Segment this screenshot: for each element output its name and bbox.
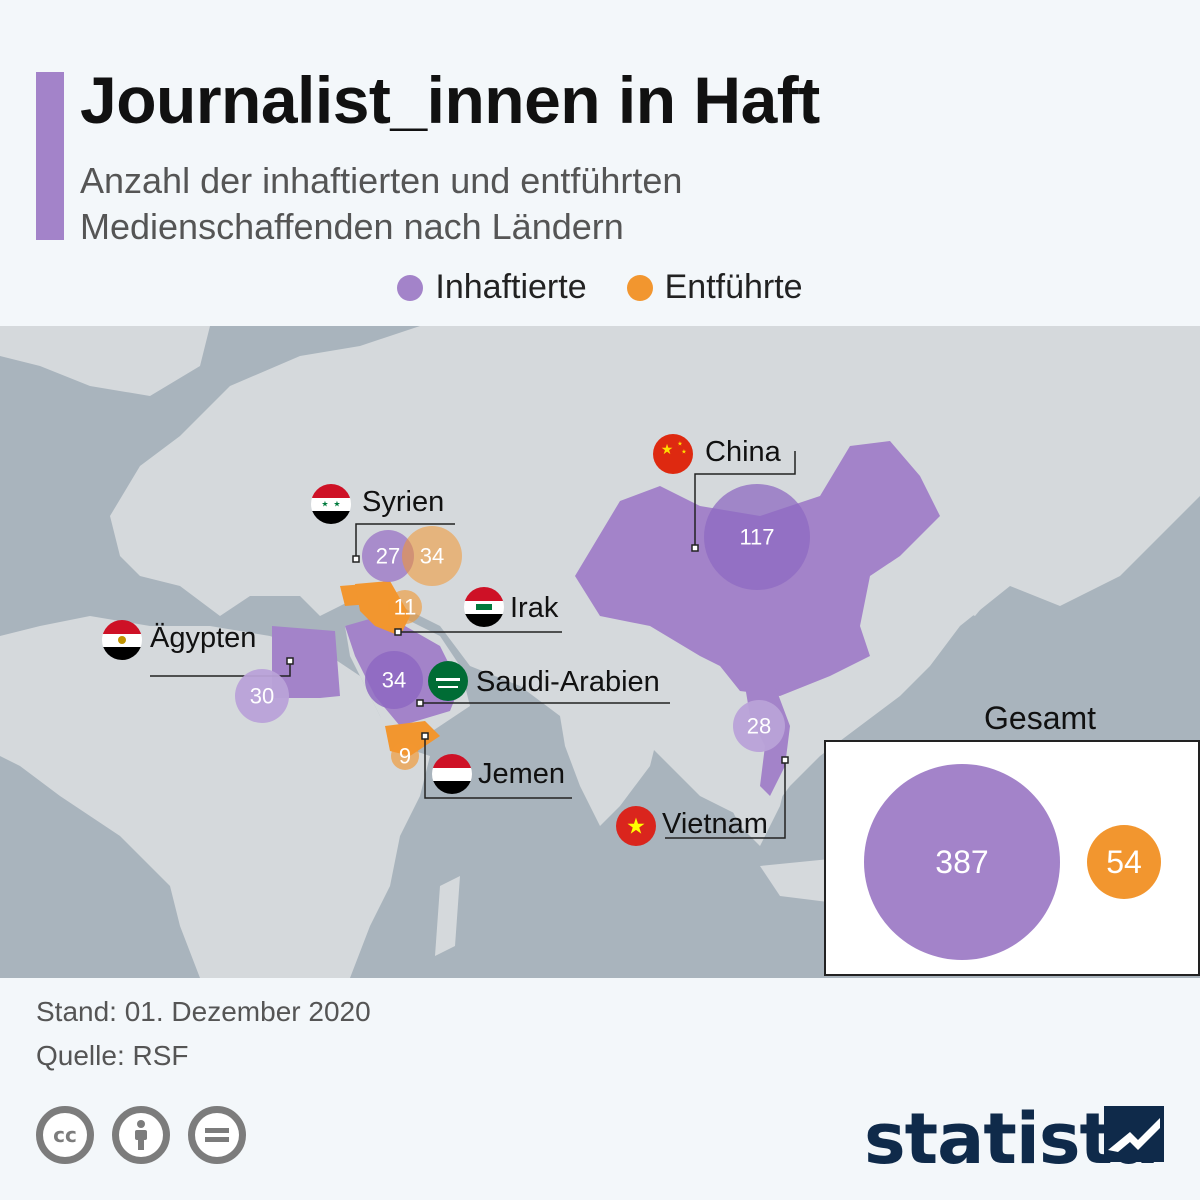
land-africa <box>0 616 430 978</box>
leader-lines <box>150 451 796 839</box>
bubble-yemen <box>391 742 419 770</box>
vietnam-flag: ★ <box>616 806 656 846</box>
bubble-syria-inhaftierte <box>362 530 414 582</box>
license-icons: cc <box>36 1106 246 1164</box>
land-greenland <box>0 326 210 396</box>
label-iraq: Irak <box>510 592 559 624</box>
svg-text:★: ★ <box>677 441 682 448</box>
legend-label-entfuehrte: Entführte <box>664 268 803 306</box>
anchor-syria <box>352 555 360 563</box>
bubbles: 117 27 34 11 30 34 9 28 <box>235 484 810 770</box>
footer-source: Quelle: RSF <box>36 1040 189 1071</box>
leader-egypt <box>150 661 291 677</box>
land-japan <box>955 526 1000 616</box>
svg-text:★: ★ <box>681 449 686 456</box>
anchor-egypt <box>286 657 294 665</box>
anchor-saudi <box>416 699 424 707</box>
land-madagascar <box>435 876 460 956</box>
bubble-syria-inhaftierte-value: 27 <box>376 544 400 569</box>
bubble-syria-entfuehrte-value: 34 <box>420 544 444 569</box>
page-title: Journalist_innen in Haft <box>80 63 820 137</box>
bubble-yemen-value: 9 <box>399 744 411 769</box>
syria-flag: ★ ★ <box>311 484 351 524</box>
legend-label-inhaftierte: Inhaftierte <box>435 268 587 306</box>
subtitle-line-1: Anzahl der inhaftierten und entführten <box>80 160 683 201</box>
leader-yemen <box>424 736 572 799</box>
statista-logo-icon <box>1104 1106 1164 1162</box>
anchor-iraq <box>394 628 402 636</box>
leader-china <box>694 451 796 548</box>
bubble-iraq <box>388 590 422 624</box>
iraq-flag <box>464 587 504 627</box>
bubble-syria-entfuehrte <box>402 526 462 586</box>
total-bubble-inhaftierte <box>864 764 1060 960</box>
egypt-flag <box>102 620 142 660</box>
svg-text:★: ★ <box>333 500 340 509</box>
total-chart: 387 54 <box>864 764 1161 960</box>
legend: Inhaftierte Entführte <box>0 268 1200 307</box>
bubble-saudi-arabia <box>365 651 423 709</box>
land-india <box>560 706 660 826</box>
leader-syria <box>355 523 455 559</box>
bubble-saudi-arabia-value: 34 <box>382 668 406 693</box>
attribution-icon[interactable] <box>112 1106 170 1164</box>
total-value-entfuehrte: 54 <box>1106 844 1142 880</box>
anchor-yemen <box>421 732 429 740</box>
svg-text:★: ★ <box>321 500 328 509</box>
label-china: China <box>705 436 781 468</box>
total-value-inhaftierte: 387 <box>935 844 988 880</box>
cc-icon[interactable]: cc <box>36 1106 94 1164</box>
anchor-vietnam <box>781 756 789 764</box>
leader-anchors <box>286 544 789 764</box>
anchor-china <box>691 544 699 552</box>
legend-dot-entfuehrte <box>626 274 653 301</box>
bubble-egypt-value: 30 <box>250 684 274 709</box>
label-vietnam: Vietnam <box>662 808 768 840</box>
yemen-flag <box>432 754 472 794</box>
bubble-china <box>704 484 810 590</box>
leader-vietnam <box>665 760 786 839</box>
legend-dot-inhaftierte <box>397 274 424 301</box>
bubble-iraq-value: 11 <box>394 595 417 620</box>
label-yemen: Jemen <box>478 758 566 790</box>
bubble-vietnam-value: 28 <box>747 714 771 739</box>
country-egypt <box>272 626 340 698</box>
map-canvas: 117 27 34 11 30 34 9 28 ★ ★ ★ <box>0 326 1200 978</box>
flags: ★ ★ ★ ★ ★ <box>102 434 693 846</box>
total-bubble-entfuehrte <box>1087 825 1161 899</box>
label-egypt: Ägypten <box>150 622 257 654</box>
total-box: 387 54 <box>824 740 1200 976</box>
label-saudi-arabia: Saudi-Arabien <box>476 666 660 698</box>
subtitle-line-2: Medienschaffenden nach Ländern <box>80 206 624 247</box>
legend-item-entfuehrte: Entführte <box>626 268 803 307</box>
bubble-china-value: 117 <box>739 525 774 550</box>
bubble-vietnam <box>733 700 785 752</box>
legend-item-inhaftierte: Inhaftierte <box>397 268 587 307</box>
svg-text:★: ★ <box>661 442 674 458</box>
footer: Stand: 01. Dezember 2020 Quelle: RSF <box>36 990 371 1078</box>
china-flag: ★ ★ ★ <box>653 434 693 474</box>
total-title: Gesamt <box>984 700 1097 736</box>
no-derivatives-icon[interactable] <box>188 1106 246 1164</box>
svg-text:★: ★ <box>626 815 646 840</box>
page-subtitle: Anzahl der inhaftierten und entführten M… <box>80 158 1080 250</box>
bubble-egypt <box>235 669 289 723</box>
title-accent-bar <box>36 72 64 240</box>
saudi-arabia-flag <box>428 661 468 701</box>
world-map: 117 27 34 11 30 34 9 28 ★ ★ ★ <box>0 326 1200 978</box>
label-syria: Syrien <box>362 486 445 518</box>
footer-date: Stand: 01. Dezember 2020 <box>36 996 371 1027</box>
